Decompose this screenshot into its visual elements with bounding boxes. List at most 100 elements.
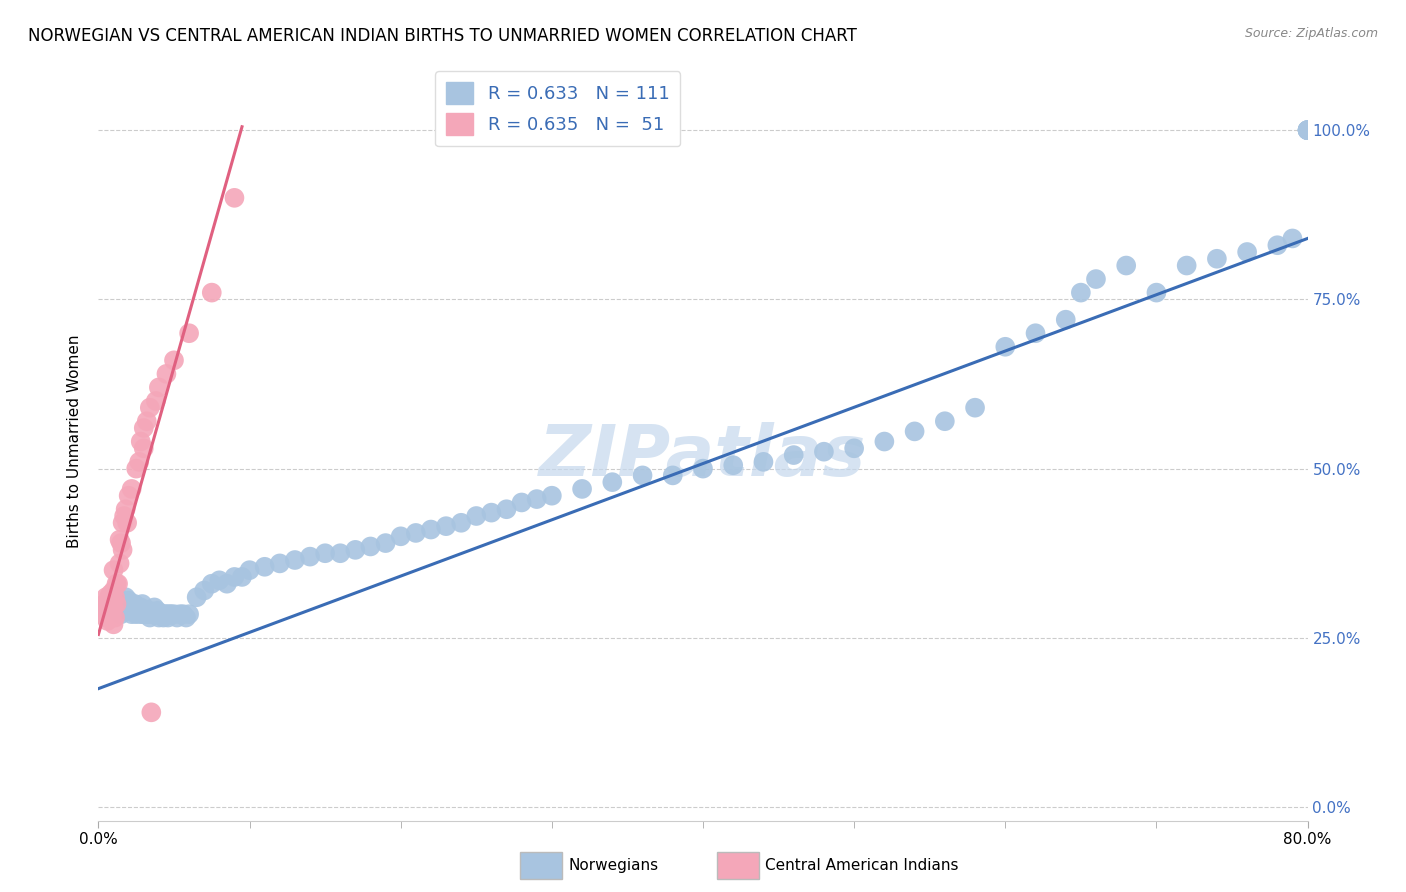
Point (1236, 244, 1258, 259)
Point (1175, 259, 1198, 273)
Point (169, 607, 191, 622)
Point (120, 600, 142, 615)
Point (100, 587, 122, 601)
Point (1281, 231, 1303, 245)
Point (103, 617, 125, 632)
Point (160, 607, 183, 622)
Point (127, 604, 149, 618)
Point (146, 604, 169, 618)
Point (994, 340, 1017, 354)
Point (135, 414, 157, 428)
Point (114, 502, 136, 516)
Point (1085, 272, 1108, 286)
Point (103, 583, 125, 598)
Point (1115, 259, 1137, 273)
Point (1296, 123, 1319, 137)
Point (150, 607, 173, 622)
Point (125, 461, 148, 475)
Point (269, 557, 291, 571)
Point (163, 607, 186, 622)
Point (111, 516, 134, 530)
Point (526, 492, 548, 507)
Point (132, 421, 155, 435)
Point (115, 600, 138, 615)
Point (1144, 285, 1167, 300)
Point (115, 516, 138, 530)
Point (98, 600, 121, 615)
Point (224, 570, 246, 584)
Point (904, 425, 927, 439)
Point (450, 516, 472, 530)
Point (374, 536, 396, 550)
Point (148, 610, 170, 624)
Point (107, 591, 129, 605)
Point (783, 448, 806, 462)
Point (105, 597, 128, 611)
Point (201, 285, 224, 300)
Point (141, 706, 163, 720)
Point (208, 574, 231, 588)
Point (495, 502, 517, 516)
Point (1296, 123, 1319, 137)
Point (631, 468, 654, 483)
Point (166, 610, 188, 624)
Point (145, 607, 167, 622)
Point (132, 442, 155, 456)
Point (114, 591, 136, 605)
Point (124, 597, 146, 611)
Point (103, 600, 125, 615)
Point (156, 610, 179, 624)
Point (139, 604, 162, 618)
Point (389, 529, 412, 543)
Point (239, 563, 262, 577)
Point (1054, 312, 1077, 326)
Point (94, 600, 117, 615)
Point (201, 576, 224, 591)
Point (405, 525, 427, 540)
Point (104, 610, 127, 624)
Point (155, 367, 177, 381)
Point (101, 591, 124, 605)
Point (253, 559, 276, 574)
Point (100, 610, 122, 624)
Point (434, 519, 457, 533)
Point (108, 557, 131, 571)
Point (314, 546, 336, 560)
Point (465, 508, 488, 523)
Point (1296, 123, 1319, 137)
Point (193, 583, 215, 598)
Point (965, 401, 987, 415)
Point (145, 393, 167, 408)
Point (152, 610, 174, 624)
Text: NORWEGIAN VS CENTRAL AMERICAN INDIAN BIRTHS TO UNMARRIED WOMEN CORRELATION CHART: NORWEGIAN VS CENTRAL AMERICAN INDIAN BIR… (28, 27, 858, 45)
Text: ZIPatlas: ZIPatlas (540, 422, 866, 491)
Point (93, 597, 115, 611)
Point (111, 600, 134, 615)
Point (134, 604, 156, 618)
Point (141, 607, 163, 622)
Point (139, 401, 162, 415)
Point (329, 546, 352, 560)
Point (98, 591, 121, 605)
Point (108, 600, 131, 615)
Point (136, 604, 159, 618)
Point (128, 455, 150, 469)
Point (111, 542, 134, 557)
Point (172, 607, 194, 622)
Point (100, 591, 122, 605)
Point (96, 614, 118, 628)
Point (873, 434, 896, 449)
Point (813, 444, 835, 458)
Point (510, 495, 533, 509)
Point (132, 607, 155, 622)
Point (179, 607, 201, 622)
Point (344, 542, 367, 557)
Point (153, 607, 176, 622)
Point (110, 536, 132, 550)
Y-axis label: Births to Unmarried Women: Births to Unmarried Women (67, 334, 83, 549)
Point (114, 597, 136, 611)
Point (752, 455, 775, 469)
Point (602, 475, 624, 490)
Text: Norwegians: Norwegians (568, 858, 658, 872)
Point (121, 482, 143, 496)
